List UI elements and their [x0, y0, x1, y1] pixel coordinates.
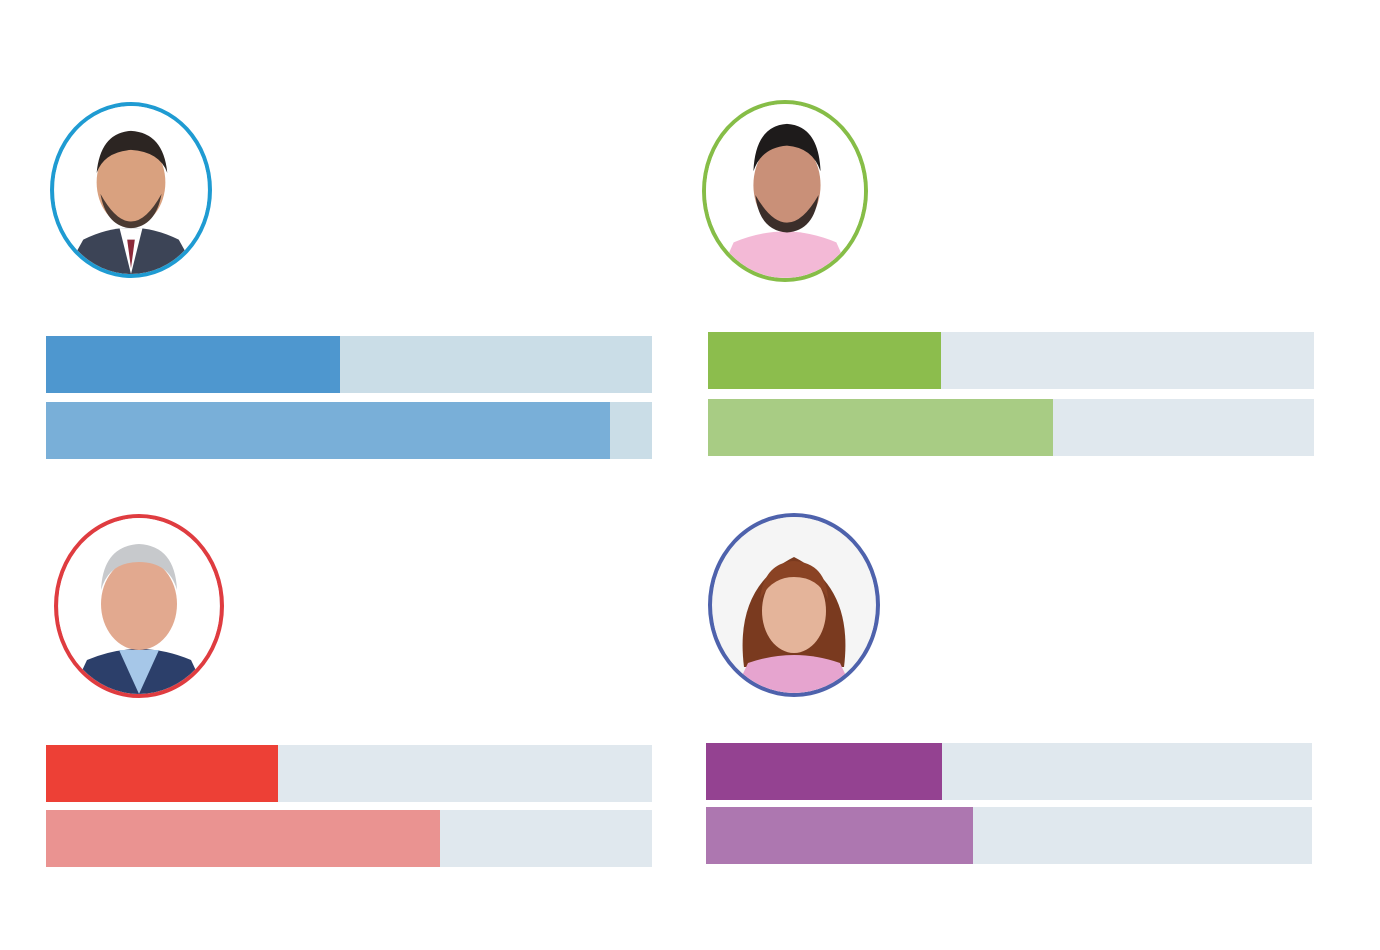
bar-fill — [706, 743, 943, 800]
avatar — [50, 102, 212, 278]
bar-track — [46, 810, 652, 867]
candidate-panel-3 — [46, 514, 656, 894]
bar-track — [708, 332, 1314, 389]
bar-fill — [46, 745, 279, 802]
bar-fill — [46, 336, 340, 393]
bar-fill — [706, 807, 973, 864]
woman-portrait-icon — [714, 517, 874, 693]
bar-fill — [708, 399, 1054, 456]
bar-track — [706, 807, 1312, 864]
bar-track — [46, 745, 652, 802]
bar-track — [708, 399, 1314, 456]
man-grey-hair-portrait-icon — [59, 518, 219, 694]
avatar — [54, 514, 224, 698]
bar-fill — [46, 810, 440, 867]
candidate-panel-1 — [46, 102, 656, 482]
bar-track — [706, 743, 1312, 800]
candidate-panel-4 — [706, 513, 1316, 893]
man-suit-portrait-icon — [54, 106, 208, 274]
bar-track — [46, 336, 652, 393]
bar-fill — [46, 402, 610, 459]
bar-fill — [708, 332, 942, 389]
avatar — [708, 513, 880, 697]
man-pink-shirt-portrait-icon — [706, 104, 864, 278]
avatar — [702, 100, 868, 282]
candidate-panel-2 — [702, 98, 1318, 478]
bar-track — [46, 402, 652, 459]
